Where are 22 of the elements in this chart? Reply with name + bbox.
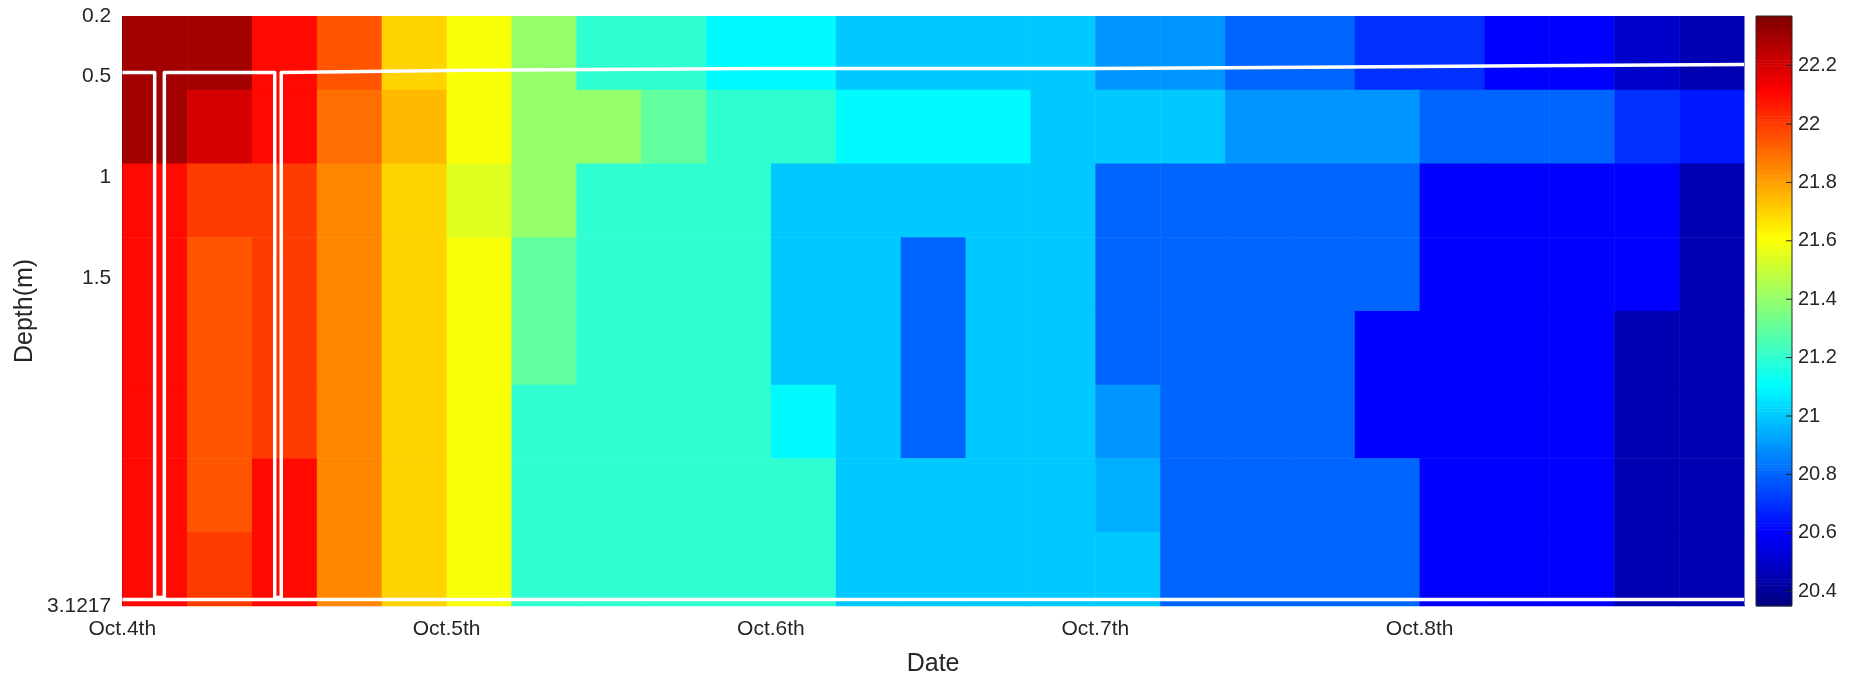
color-bar-label: 22.2 — [1798, 53, 1837, 76]
y-axis-title: Depth(m) — [8, 258, 37, 363]
color-bar-label: 21 — [1798, 403, 1821, 426]
color-bar-label: 20.8 — [1798, 461, 1837, 484]
color-bar-label: 22 — [1798, 111, 1821, 134]
x-tick-label: Oct.4th — [88, 616, 157, 640]
y-tick-label: 0.5 — [82, 63, 112, 87]
color-bar-label: 21.8 — [1798, 169, 1837, 192]
color-bar-label: 20.6 — [1798, 520, 1837, 543]
x-axis-title: Date — [906, 647, 960, 676]
x-tick-label: Oct.8th — [1385, 616, 1454, 640]
y-tick-label: 1 — [99, 164, 112, 188]
x-tick-label: Oct.7th — [1061, 616, 1130, 640]
y-tick-label: 1.5 — [82, 265, 112, 289]
color-bar-label: 20.4 — [1798, 578, 1837, 601]
x-tick-label: Oct.5th — [412, 616, 481, 640]
color-bar-label: 21.4 — [1798, 286, 1837, 309]
color-bar-label: 21.2 — [1798, 345, 1837, 368]
y-tick-label: 3.1217 — [47, 592, 112, 616]
x-tick-label: Oct.6th — [737, 616, 805, 640]
color-bar-label: 21.6 — [1798, 228, 1837, 251]
y-tick-label: 0.2 — [82, 2, 112, 26]
